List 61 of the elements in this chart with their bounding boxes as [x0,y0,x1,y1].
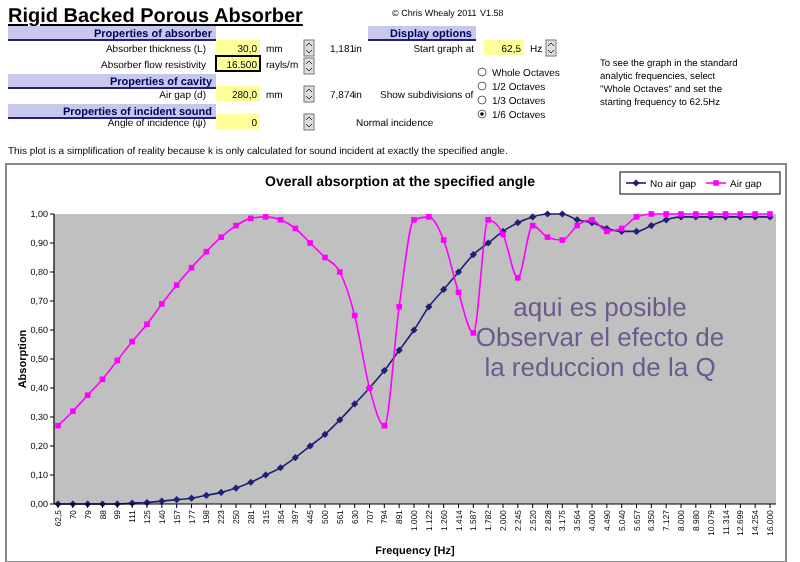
point [203,248,210,255]
point [410,326,418,334]
point [248,215,254,222]
point [351,400,359,408]
point [648,211,655,217]
point [322,254,328,261]
point [633,214,640,220]
point [173,282,180,288]
point [543,210,552,218]
point [559,237,566,243]
point [173,496,181,504]
point [217,488,225,496]
point [529,213,537,221]
point [321,430,329,438]
point [55,422,61,429]
point [440,237,447,243]
point [262,471,270,479]
text: Rigid Backed Porous Absorber [8,6,304,28]
point [336,416,344,424]
point [306,442,314,450]
point [470,330,477,336]
point [277,217,284,223]
point [144,321,150,327]
point [396,304,402,310]
point [262,214,269,220]
line-series [55,211,773,429]
point [233,222,239,229]
point [662,216,670,224]
point [380,367,388,375]
point [454,268,463,276]
point [381,422,388,429]
point [484,239,492,247]
point [514,219,522,227]
point [663,211,669,217]
point [247,478,255,486]
point [159,301,165,307]
point [515,275,521,281]
point [202,491,210,499]
annotation: aqui es posible Observar el efecto de la reduccion de la Q [475,292,725,382]
point [411,217,417,223]
point [573,216,581,224]
point [485,217,491,223]
point [469,251,477,259]
point [187,494,196,502]
point [574,222,580,229]
point [337,269,343,275]
point [440,285,448,293]
point [426,214,432,220]
point [632,227,641,235]
point [276,464,285,472]
point [84,392,91,399]
point [218,234,224,240]
point [232,484,240,492]
point [291,454,299,462]
point [129,338,135,345]
point [395,346,403,354]
line-series [54,210,774,508]
point [425,303,433,311]
point [544,234,551,240]
point [558,210,566,218]
point [647,222,655,230]
